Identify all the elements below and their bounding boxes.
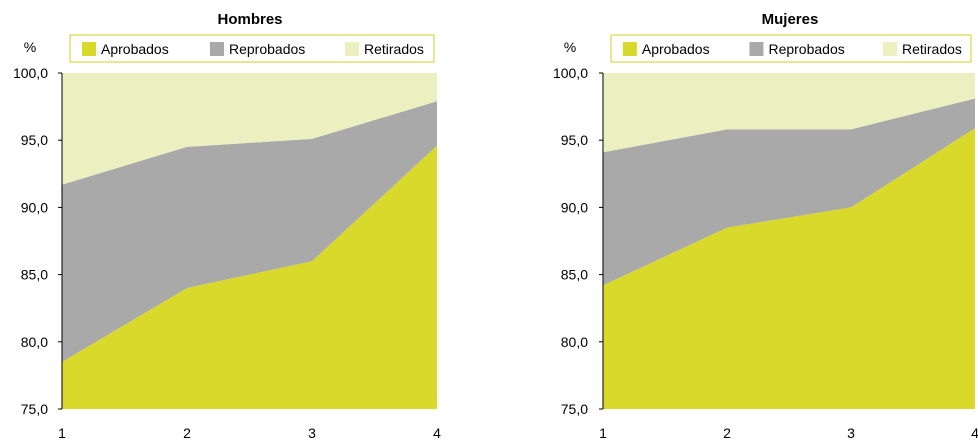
area-aprobados <box>603 128 975 409</box>
chart-panel-mujeres: Mujeres% 75,0 80,0 85,0 90,0 95,0 100,0 1 2 3 4 Apr… <box>553 11 978 441</box>
y-tick-label: 100,0 <box>13 65 48 81</box>
y-tick-label: 85,0 <box>561 267 588 283</box>
area-retirados <box>62 73 437 185</box>
legend-swatch-reprobados <box>210 42 224 56</box>
legend: Aprobados Reprobados Retirados <box>69 34 435 63</box>
y-tick-label: 85,0 <box>21 267 48 283</box>
x-tick-label: 3 <box>308 425 316 441</box>
legend-label-retirados: Retirados <box>902 41 962 57</box>
chart-panel-hombres: Hombres% 75,0 80,0 85,0 90,0 95,0 100,0 1 2 3 4 Apr… <box>13 11 441 441</box>
x-tick-label: 3 <box>847 425 855 441</box>
x-tick-label: 2 <box>183 425 191 441</box>
y-tick-label: 95,0 <box>21 132 48 148</box>
y-tick-label: 80,0 <box>561 334 588 350</box>
y-axis-unit-label: % <box>564 39 576 55</box>
x-tick-label: 2 <box>723 425 731 441</box>
y-tick-label: 80,0 <box>21 334 48 350</box>
legend: Aprobados Reprobados Retirados <box>610 34 972 63</box>
legend-swatch-retirados <box>345 42 359 56</box>
x-tick-label: 1 <box>599 425 607 441</box>
y-tick-label: 100,0 <box>553 65 588 81</box>
legend-label-aprobados: Aprobados <box>642 41 710 57</box>
legend-box <box>610 34 972 63</box>
chart-title: Mujeres <box>762 11 819 28</box>
legend-label-reprobados: Reprobados <box>768 41 844 57</box>
y-tick-label: 90,0 <box>21 199 48 215</box>
legend-swatch-reprobados <box>749 42 764 56</box>
area-reprobados <box>62 101 437 362</box>
y-tick-label: 95,0 <box>561 132 588 148</box>
y-tick-label: 75,0 <box>561 401 588 417</box>
legend-label-aprobados: Aprobados <box>101 41 169 57</box>
y-axis-unit-label: % <box>24 39 36 55</box>
area-aprobados <box>62 145 437 409</box>
legend-box <box>69 34 435 63</box>
legend-swatch-aprobados <box>622 42 637 56</box>
legend-label-retirados: Retirados <box>364 41 424 57</box>
x-tick-label: 1 <box>58 425 66 441</box>
legend-label-reprobados: Reprobados <box>229 41 305 57</box>
area-reprobados <box>603 98 975 286</box>
chart-title: Hombres <box>217 11 282 28</box>
y-tick-label: 90,0 <box>561 199 588 215</box>
legend-swatch-aprobados <box>82 42 96 56</box>
area-retirados <box>603 73 975 153</box>
x-tick-label: 4 <box>433 425 441 441</box>
legend-swatch-retirados <box>882 42 897 56</box>
x-tick-label: 4 <box>971 425 978 441</box>
y-tick-label: 75,0 <box>21 401 48 417</box>
